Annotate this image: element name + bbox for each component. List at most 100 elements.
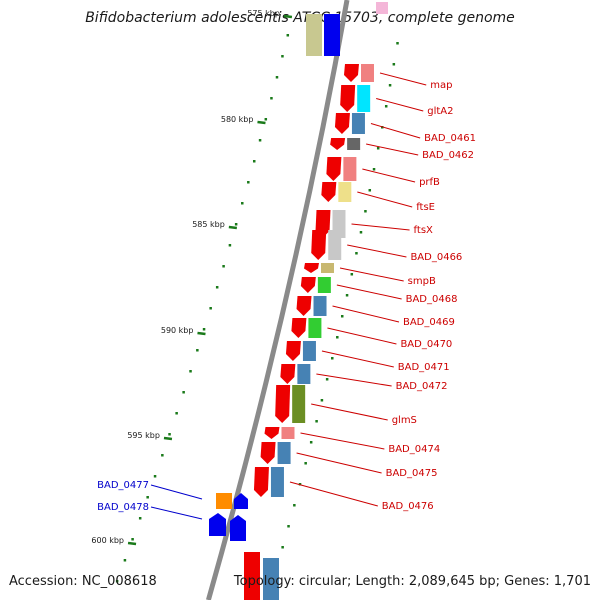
backbone-line [205, 0, 350, 600]
gene-label: ftsE [416, 202, 435, 213]
gene-label: BAD_0466 [410, 252, 462, 263]
partial-feature [306, 14, 322, 56]
label-connector [347, 244, 407, 258]
tick-mark [336, 336, 339, 339]
cog-block [328, 230, 342, 260]
gene-arrow [291, 318, 307, 338]
tick-mark [182, 391, 185, 394]
gene-arrow [340, 85, 356, 112]
label-connector [379, 72, 427, 86]
tick-mark [275, 76, 279, 79]
label-connector [150, 506, 203, 520]
tick-mark [388, 84, 392, 87]
tick-mark [175, 412, 178, 415]
label-connector [321, 350, 394, 368]
major-tick [257, 120, 266, 125]
map-title: Bifidobacterium adolescentis ATCC 15703,… [85, 10, 515, 26]
tick-mark [309, 441, 313, 444]
scale-label: 600 kbp [91, 536, 124, 545]
partial-feature [376, 2, 388, 14]
cog-block [302, 341, 316, 361]
gene-arrow-reverse [230, 515, 246, 541]
label-connector [316, 373, 392, 387]
cog-block [270, 467, 284, 497]
gene-label-reverse: BAD_0477 [97, 480, 149, 491]
label-connector [366, 143, 419, 156]
cog-block [338, 182, 352, 202]
tick-mark [189, 370, 192, 373]
tick-mark [228, 244, 232, 247]
label-connector [150, 484, 203, 500]
gene-label: BAD_0469 [403, 317, 455, 328]
tick-mark [368, 189, 372, 192]
tick-mark [153, 475, 157, 478]
scale-labels: 575 kbp 580 kbp 585 kbp 590 kbp 595 kbp 600 k… [91, 9, 293, 546]
cog-block [351, 113, 365, 134]
partial-feature [324, 14, 340, 56]
gene-arrow [296, 296, 312, 316]
forward-genes [253, 64, 359, 497]
major-tick [283, 14, 293, 19]
major-tick [127, 541, 137, 546]
partial-feature [263, 558, 279, 600]
cog-block [313, 296, 327, 316]
label-connector [336, 284, 402, 300]
cog-block [357, 85, 371, 112]
gene-arrow-reverse [209, 513, 226, 536]
label-connector [351, 223, 410, 231]
tick-mark [372, 168, 376, 171]
tick-mark [325, 378, 329, 381]
tick-mark [281, 546, 284, 549]
gene-arrow [326, 157, 342, 181]
gene-label: BAD_0474 [388, 444, 440, 455]
gene-label: BAD_0468 [406, 294, 458, 305]
tick-mark [115, 580, 119, 583]
tick-mark [247, 181, 250, 184]
gene-label: smpB [408, 276, 436, 287]
genome-summary-text: Topology: circular; Length: 2,089,645 bp… [233, 574, 591, 589]
tick-mark [396, 42, 399, 45]
cog-block [292, 385, 306, 423]
tick-mark [287, 525, 290, 528]
tick-mark [209, 307, 212, 310]
gene-arrow [300, 277, 316, 293]
gene-label: ftsX [414, 225, 433, 236]
tick-mark [392, 63, 396, 66]
tick-mark [196, 349, 199, 352]
label-connector [332, 305, 400, 323]
tick-mark [281, 55, 284, 58]
cog-block [277, 442, 291, 464]
tick-mark [146, 496, 149, 499]
gene-arrow [285, 341, 301, 361]
cog-blocks [270, 64, 374, 497]
tick-mark [264, 118, 268, 121]
gene-arrow-reverse [234, 493, 248, 509]
tick-mark [331, 357, 334, 360]
gene-arrow [253, 467, 269, 497]
label-connector [300, 432, 385, 450]
reverse-genes: BAD_0477 BAD_0478 [97, 480, 248, 541]
tick-marks [115, 34, 399, 591]
tick-mark [123, 559, 127, 562]
tick-mark [131, 538, 134, 541]
gene-label: prfB [419, 177, 440, 188]
gene-labels: map gltA2 BAD_0461 BAD_0462 prfB ftsE ftsX BAD_… [289, 72, 476, 512]
tick-mark [384, 105, 388, 108]
tick-mark [355, 252, 358, 255]
gene-arrow [334, 113, 350, 134]
tick-mark [258, 139, 262, 142]
tick-mark [138, 517, 142, 520]
gene-label: BAD_0476 [382, 501, 434, 512]
tick-mark [286, 34, 290, 37]
gene-arrow [280, 364, 296, 384]
tick-mark [345, 294, 349, 297]
gene-arrow [264, 427, 280, 439]
tick-mark [161, 454, 164, 457]
gene-arrow [330, 138, 346, 150]
tick-mark [350, 273, 354, 276]
tick-mark [293, 504, 296, 507]
gene-arrow [260, 442, 276, 464]
gene-arrow [303, 263, 319, 273]
cog-block [308, 318, 322, 338]
